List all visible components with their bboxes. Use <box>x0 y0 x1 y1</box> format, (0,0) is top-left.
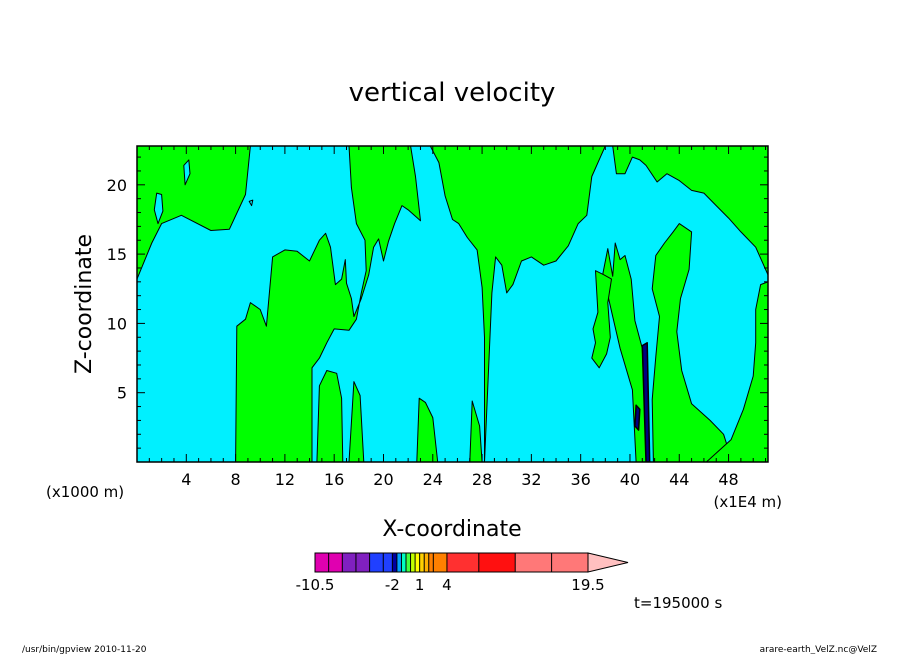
x-unit-right: (x1E4 m) <box>713 493 782 511</box>
x-axis-label: X-coordinate <box>382 517 521 542</box>
colorbar-swatch-13 <box>419 553 425 572</box>
colorbar-swatch-10 <box>406 553 411 572</box>
strong-region-1 <box>641 342 651 462</box>
x-tick-label-28: 28 <box>472 470 492 489</box>
colorbar-swatch-4 <box>355 553 370 572</box>
x-tick-label-12: 12 <box>275 470 295 489</box>
colorbar-label-3: 1 <box>415 576 425 594</box>
positive-region-2 <box>235 146 483 462</box>
strong-region-2 <box>634 404 641 431</box>
colorbar-swatch-3 <box>342 553 356 572</box>
y-tick-label-10: 10 <box>107 314 127 333</box>
footer-right: arare-earth_VelZ.nc@VelZ <box>760 645 877 654</box>
x-tick-label-20: 20 <box>373 470 393 489</box>
colorbar-label-1: -10.5 <box>296 576 335 594</box>
colorbar-swatch-18 <box>478 553 516 572</box>
colorbar-label-2: -2 <box>385 576 400 594</box>
colorbar: -10.5 -2 1 4 19.5 <box>296 552 629 594</box>
y-axis-label: Z-coordinate <box>72 234 97 374</box>
colorbar-frame <box>314 552 589 573</box>
chart-title: vertical velocity <box>349 78 556 108</box>
colorbar-swatch-14 <box>424 553 429 572</box>
footer-left: /usr/bin/gpview 2010-11-20 <box>22 645 147 654</box>
colorbar-swatch-8 <box>396 553 402 572</box>
colorbar-label-5: 19.5 <box>571 576 604 594</box>
colorbar-swatch-11 <box>410 553 416 572</box>
x-tick-label-32: 32 <box>521 470 541 489</box>
colorbar-swatch-2 <box>328 553 343 572</box>
colorbar-swatch-12 <box>415 553 420 572</box>
colorbar-swatch-7 <box>392 553 397 572</box>
colorbar-swatch-1 <box>315 553 329 572</box>
colorbar-swatch-19 <box>515 553 552 572</box>
plot-area <box>136 145 769 463</box>
positive-region-7 <box>651 223 733 462</box>
x-unit-left: (x1000 m) <box>46 483 124 501</box>
colorbar-swatch-20 <box>551 553 588 572</box>
positive-region-4 <box>612 146 768 276</box>
positive-region-1 <box>137 146 251 280</box>
x-tick-label-36: 36 <box>570 470 590 489</box>
x-axis-ticks: 4 8 12 16 20 24 28 32 36 40 44 48 <box>148 146 767 489</box>
y-axis-ticks: 5 10 15 20 <box>107 156 768 449</box>
x-tick-label-48: 48 <box>718 470 738 489</box>
colorbar-label-4: 4 <box>442 576 452 594</box>
time-label: t=195000 s <box>634 594 722 612</box>
negative-region-3 <box>248 199 254 207</box>
positive-region-6 <box>591 270 612 369</box>
colorbar-swatch-6 <box>383 553 393 572</box>
x-tick-label-44: 44 <box>669 470 689 489</box>
x-tick-label-40: 40 <box>620 470 640 489</box>
colorbar-swatch-15 <box>428 553 434 572</box>
y-tick-label-5: 5 <box>117 384 127 403</box>
x-tick-label-4: 4 <box>181 470 191 489</box>
positive-region-8 <box>705 281 768 462</box>
contour-regions <box>137 146 768 462</box>
colorbar-swatch-16 <box>433 553 447 572</box>
x-tick-label-16: 16 <box>324 470 344 489</box>
negative-region-1 <box>153 192 164 225</box>
plot-frame <box>136 145 769 463</box>
colorbar-swatch-9 <box>401 553 406 572</box>
y-tick-label-15: 15 <box>107 245 127 264</box>
x-tick-label-24: 24 <box>423 470 443 489</box>
positive-region-3 <box>429 146 606 462</box>
colorbar-swatch-5 <box>369 553 384 572</box>
colorbar-swatch-17 <box>446 553 479 572</box>
x-tick-label-8: 8 <box>231 470 241 489</box>
y-tick-label-20: 20 <box>107 176 127 195</box>
colorbar-extend-arrow <box>587 552 629 573</box>
negative-region-2 <box>183 159 191 186</box>
